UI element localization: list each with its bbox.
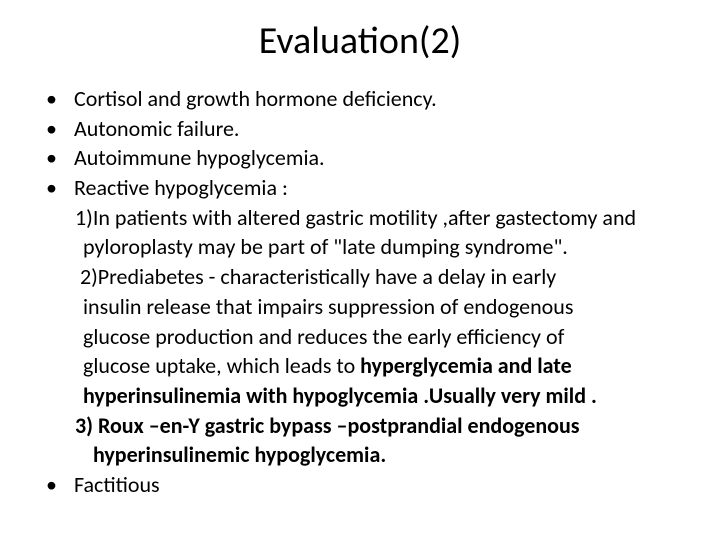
- bullet-item: Reactive hypoglycemia : 1)In patients wi…: [46, 173, 698, 470]
- slide: Evaluation(2) Cortisol and growth hormon…: [0, 0, 720, 540]
- sub-text-bold: hyperinsulinemic hypoglycemia.: [93, 441, 386, 468]
- sub-line: 1)In patients with altered gastric motil…: [75, 203, 698, 233]
- bullet-item: Autonomic failure.: [46, 114, 698, 144]
- sub-line: 3) Roux –en-Y gastric bypass –postprandi…: [75, 411, 698, 441]
- sub-line: glucose production and reduces the early…: [75, 322, 698, 352]
- bullet-item: Autoimmune hypoglycemia.: [46, 143, 698, 173]
- sub-text-bold: hyperglycemia and late: [360, 352, 572, 379]
- sub-list: 1)In patients with altered gastric motil…: [75, 203, 698, 470]
- sub-line: hyperinsulinemia with hypoglycemia .Usua…: [75, 381, 698, 411]
- bullet-item: Cortisol and growth hormone deficiency.: [46, 84, 698, 114]
- sub-text: glucose uptake, which leads to: [83, 352, 360, 379]
- sub-line: pyloroplasty may be part of "late dumpin…: [75, 232, 698, 262]
- sub-line: hyperinsulinemic hypoglycemia.: [75, 440, 698, 470]
- sub-line: glucose uptake, which leads to hyperglyc…: [75, 351, 698, 381]
- slide-title: Evaluation(2): [22, 18, 698, 64]
- bullet-item: Factitious: [46, 470, 698, 500]
- sub-line: insulin release that impairs suppression…: [75, 292, 698, 322]
- sub-line: 2)Prediabetes - characteristically have …: [75, 262, 698, 292]
- bullet-text: Reactive hypoglycemia :: [74, 174, 288, 201]
- bullet-list: Cortisol and growth hormone deficiency. …: [46, 84, 698, 500]
- sub-text: 2)Prediabetes - characteristically have …: [80, 263, 556, 290]
